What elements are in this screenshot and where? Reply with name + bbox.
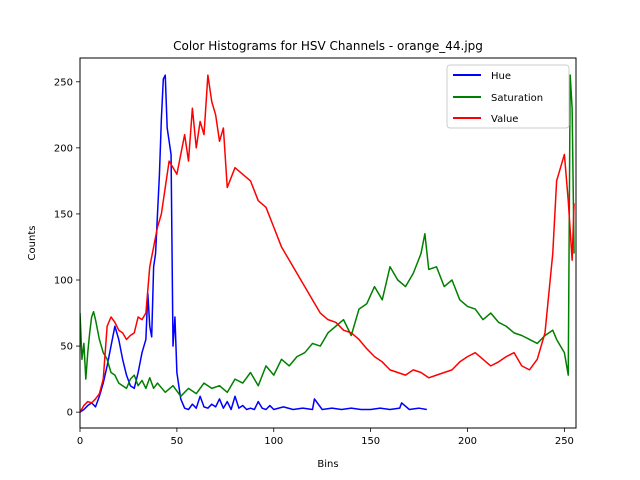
chart-title: Color Histograms for HSV Channels - oran… [173, 39, 483, 53]
y-tick-label: 0 [67, 408, 73, 419]
x-axis: 0 50 100 150 200 250 [77, 428, 574, 447]
series-line-saturation [80, 74, 575, 398]
x-tick-label: 250 [555, 436, 574, 447]
legend-box [446, 64, 570, 129]
x-tick-label: 0 [77, 436, 83, 447]
y-tick-label: 150 [54, 209, 73, 220]
legend-label-hue: Hue [491, 71, 511, 82]
x-tick-label: 200 [458, 436, 477, 447]
x-tick-label: 100 [264, 436, 283, 447]
legend-label-saturation: Saturation [491, 93, 543, 104]
x-tick-label: 50 [171, 436, 184, 447]
legend-label-value: Value [491, 114, 518, 125]
legend: Hue Saturation Value [446, 64, 570, 129]
y-axis: 0 50 100 150 200 250 [54, 77, 80, 419]
y-tick-label: 100 [54, 276, 73, 287]
y-tick-label: 50 [60, 342, 73, 353]
plot-area-frame [79, 57, 577, 429]
series-line-hue [80, 74, 427, 413]
y-axis-label: Counts [27, 226, 38, 261]
y-tick-label: 250 [54, 77, 73, 88]
y-tick-label: 200 [54, 143, 73, 154]
series-line-value [80, 74, 575, 413]
x-axis-label: Bins [317, 459, 338, 470]
x-tick-label: 150 [361, 436, 380, 447]
series-layer [80, 74, 575, 413]
